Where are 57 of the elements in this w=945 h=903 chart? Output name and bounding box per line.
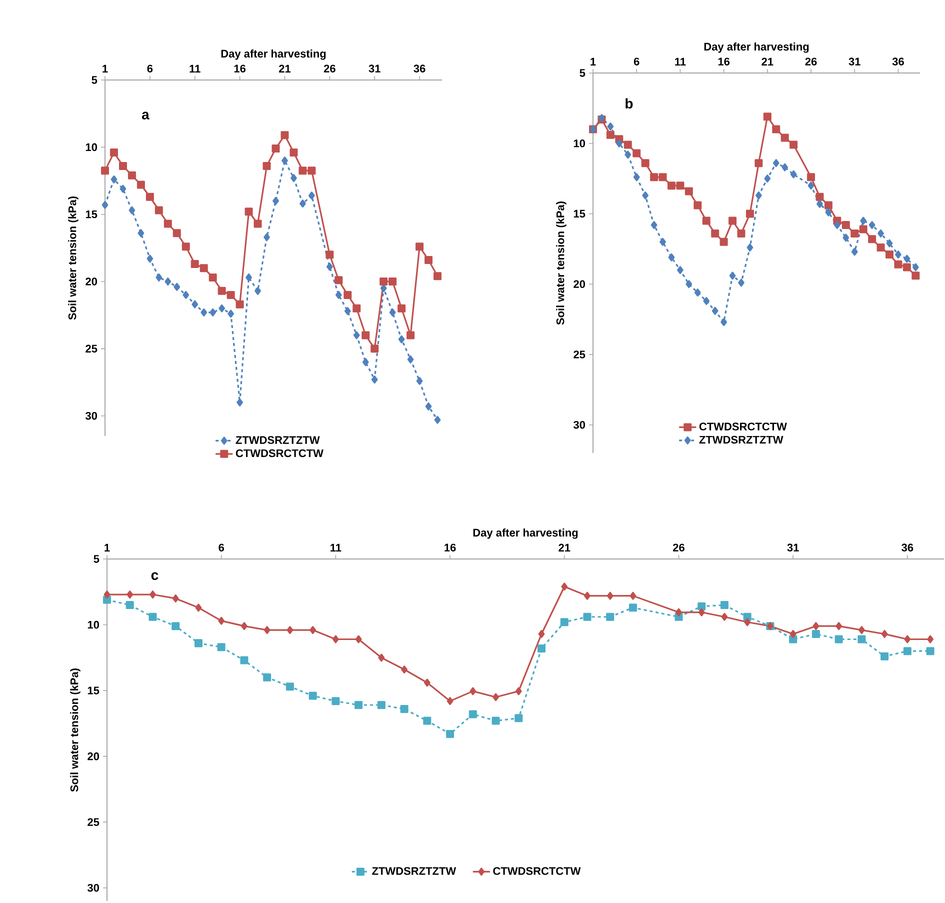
- x-tick-label: 1: [102, 64, 108, 72]
- y-tick-label: 15: [574, 210, 586, 218]
- legend-label: CTWDSRCTCTW: [699, 422, 787, 430]
- x-tick-label: 36: [892, 58, 904, 66]
- y-tick-label: 5: [92, 76, 98, 84]
- y-tick-label: 25: [86, 344, 98, 353]
- legend-label: CTWDSRCTCTW: [493, 867, 581, 875]
- y-tick-label: 20: [88, 752, 100, 760]
- x-tick-label: 21: [278, 64, 291, 72]
- annotation: c: [151, 572, 158, 580]
- y-tick-label: 10: [88, 620, 100, 629]
- y-tick-label: 10: [86, 143, 98, 152]
- annotation: b: [626, 98, 633, 109]
- x-tick-label: 26: [672, 544, 684, 552]
- y-axis-title: Soil water tension (kPa): [70, 668, 80, 792]
- x-tick-label: 1: [590, 58, 596, 66]
- legend-label: ZTWDSRZTZTW: [236, 436, 320, 444]
- x-tick-label: 26: [324, 64, 336, 72]
- x-tick-label: 16: [234, 64, 246, 72]
- legend-label: ZTWDSRZTZTW: [372, 867, 456, 875]
- y-tick-label: 30: [85, 412, 98, 420]
- y-tick-label: 20: [574, 280, 586, 288]
- y-tick-label: 5: [94, 555, 100, 563]
- y-axis-title: Soil water tension (kPa): [68, 196, 78, 320]
- x-tick-label: 21: [558, 544, 570, 552]
- y-tick-label: 25: [88, 818, 100, 826]
- y-tick-label: 10: [574, 139, 586, 148]
- annotation: a: [142, 112, 150, 120]
- y-tick-label: 30: [573, 420, 586, 429]
- x-tick-label: 6: [147, 64, 153, 72]
- y-tick-label: 30: [87, 884, 100, 892]
- x-tick-label: 11: [330, 544, 342, 552]
- y-tick-label: 25: [574, 350, 586, 358]
- x-tick-label: 11: [190, 64, 200, 72]
- x-tick-label: 36: [902, 544, 914, 552]
- y-tick-label: 20: [86, 278, 98, 286]
- x-tick-label: 31: [848, 58, 860, 66]
- x-tick-label: 1: [104, 544, 110, 552]
- x-tick-label: 21: [762, 58, 774, 66]
- legend-label: ZTWDSRZTZTW: [699, 436, 784, 444]
- x-axis-title: Day after harvesting: [704, 42, 809, 53]
- x-tick-label: 16: [718, 58, 730, 66]
- x-tick-label: 31: [787, 544, 799, 552]
- y-tick-label: 15: [88, 686, 100, 694]
- y-tick-label: 15: [86, 210, 98, 218]
- x-tick-label: 31: [368, 64, 380, 72]
- x-tick-label: 6: [634, 58, 640, 66]
- x-axis-title: Day after harvesting: [221, 49, 326, 60]
- x-axis-title: Day after harvesting: [473, 528, 578, 539]
- x-tick-label: 16: [444, 544, 456, 552]
- y-tick-label: 5: [580, 69, 586, 77]
- x-tick-label: 36: [414, 64, 426, 72]
- x-tick-label: 26: [805, 58, 817, 66]
- y-axis-title: Soil water tension (kPa): [556, 202, 566, 325]
- x-tick-label: 11: [675, 58, 686, 66]
- legend-label: CTWDSRCTCTW: [236, 449, 324, 458]
- x-tick-label: 6: [218, 544, 224, 552]
